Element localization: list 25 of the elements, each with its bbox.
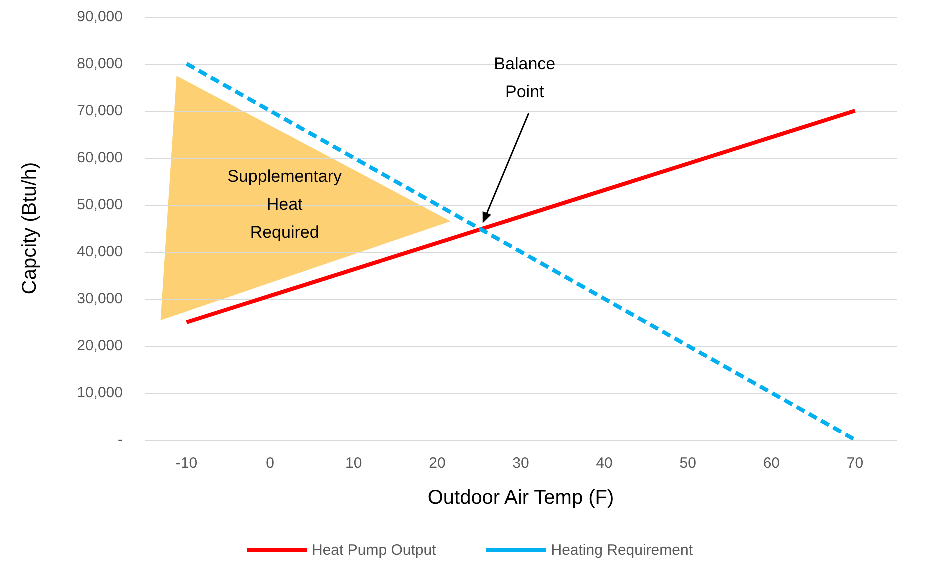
legend-label: Heating Requirement (551, 542, 694, 559)
annotation: Supplementary Heat Required (228, 166, 342, 242)
y-tick-label: 10,000 (77, 384, 123, 402)
x-tick-label: -10 (176, 455, 198, 472)
y-tick-label: 70,000 (77, 102, 123, 120)
x-tick-label: 70 (846, 455, 864, 472)
y-tick-label: 30,000 (77, 290, 123, 308)
y-tick-label: 90,000 (77, 8, 123, 26)
y-axis-title: Capcity (Btu/h) (19, 162, 41, 295)
x-tick-label: 40 (596, 455, 613, 472)
y-tick-label: 20,000 (77, 338, 123, 354)
x-tick-label: 30 (512, 455, 530, 472)
y-tick-label: 80,000 (77, 56, 123, 72)
y-tick-label: 50,000 (77, 196, 123, 214)
y-tick-label: - (118, 432, 123, 448)
y-tick-label: 40,000 (77, 244, 123, 260)
x-axis-title: Outdoor Air Temp (F) (428, 487, 614, 509)
x-tick-label: 20 (429, 455, 446, 472)
x-tick-label: 0 (266, 455, 275, 472)
x-tick-label: 50 (680, 455, 696, 472)
x-tick-label: 10 (346, 455, 362, 472)
x-tick-label: 60 (763, 455, 780, 472)
annotation: Balance Point (494, 54, 556, 102)
legend-label: Heat Pump Output (312, 542, 438, 559)
y-tick-label: 60,000 (77, 150, 123, 166)
